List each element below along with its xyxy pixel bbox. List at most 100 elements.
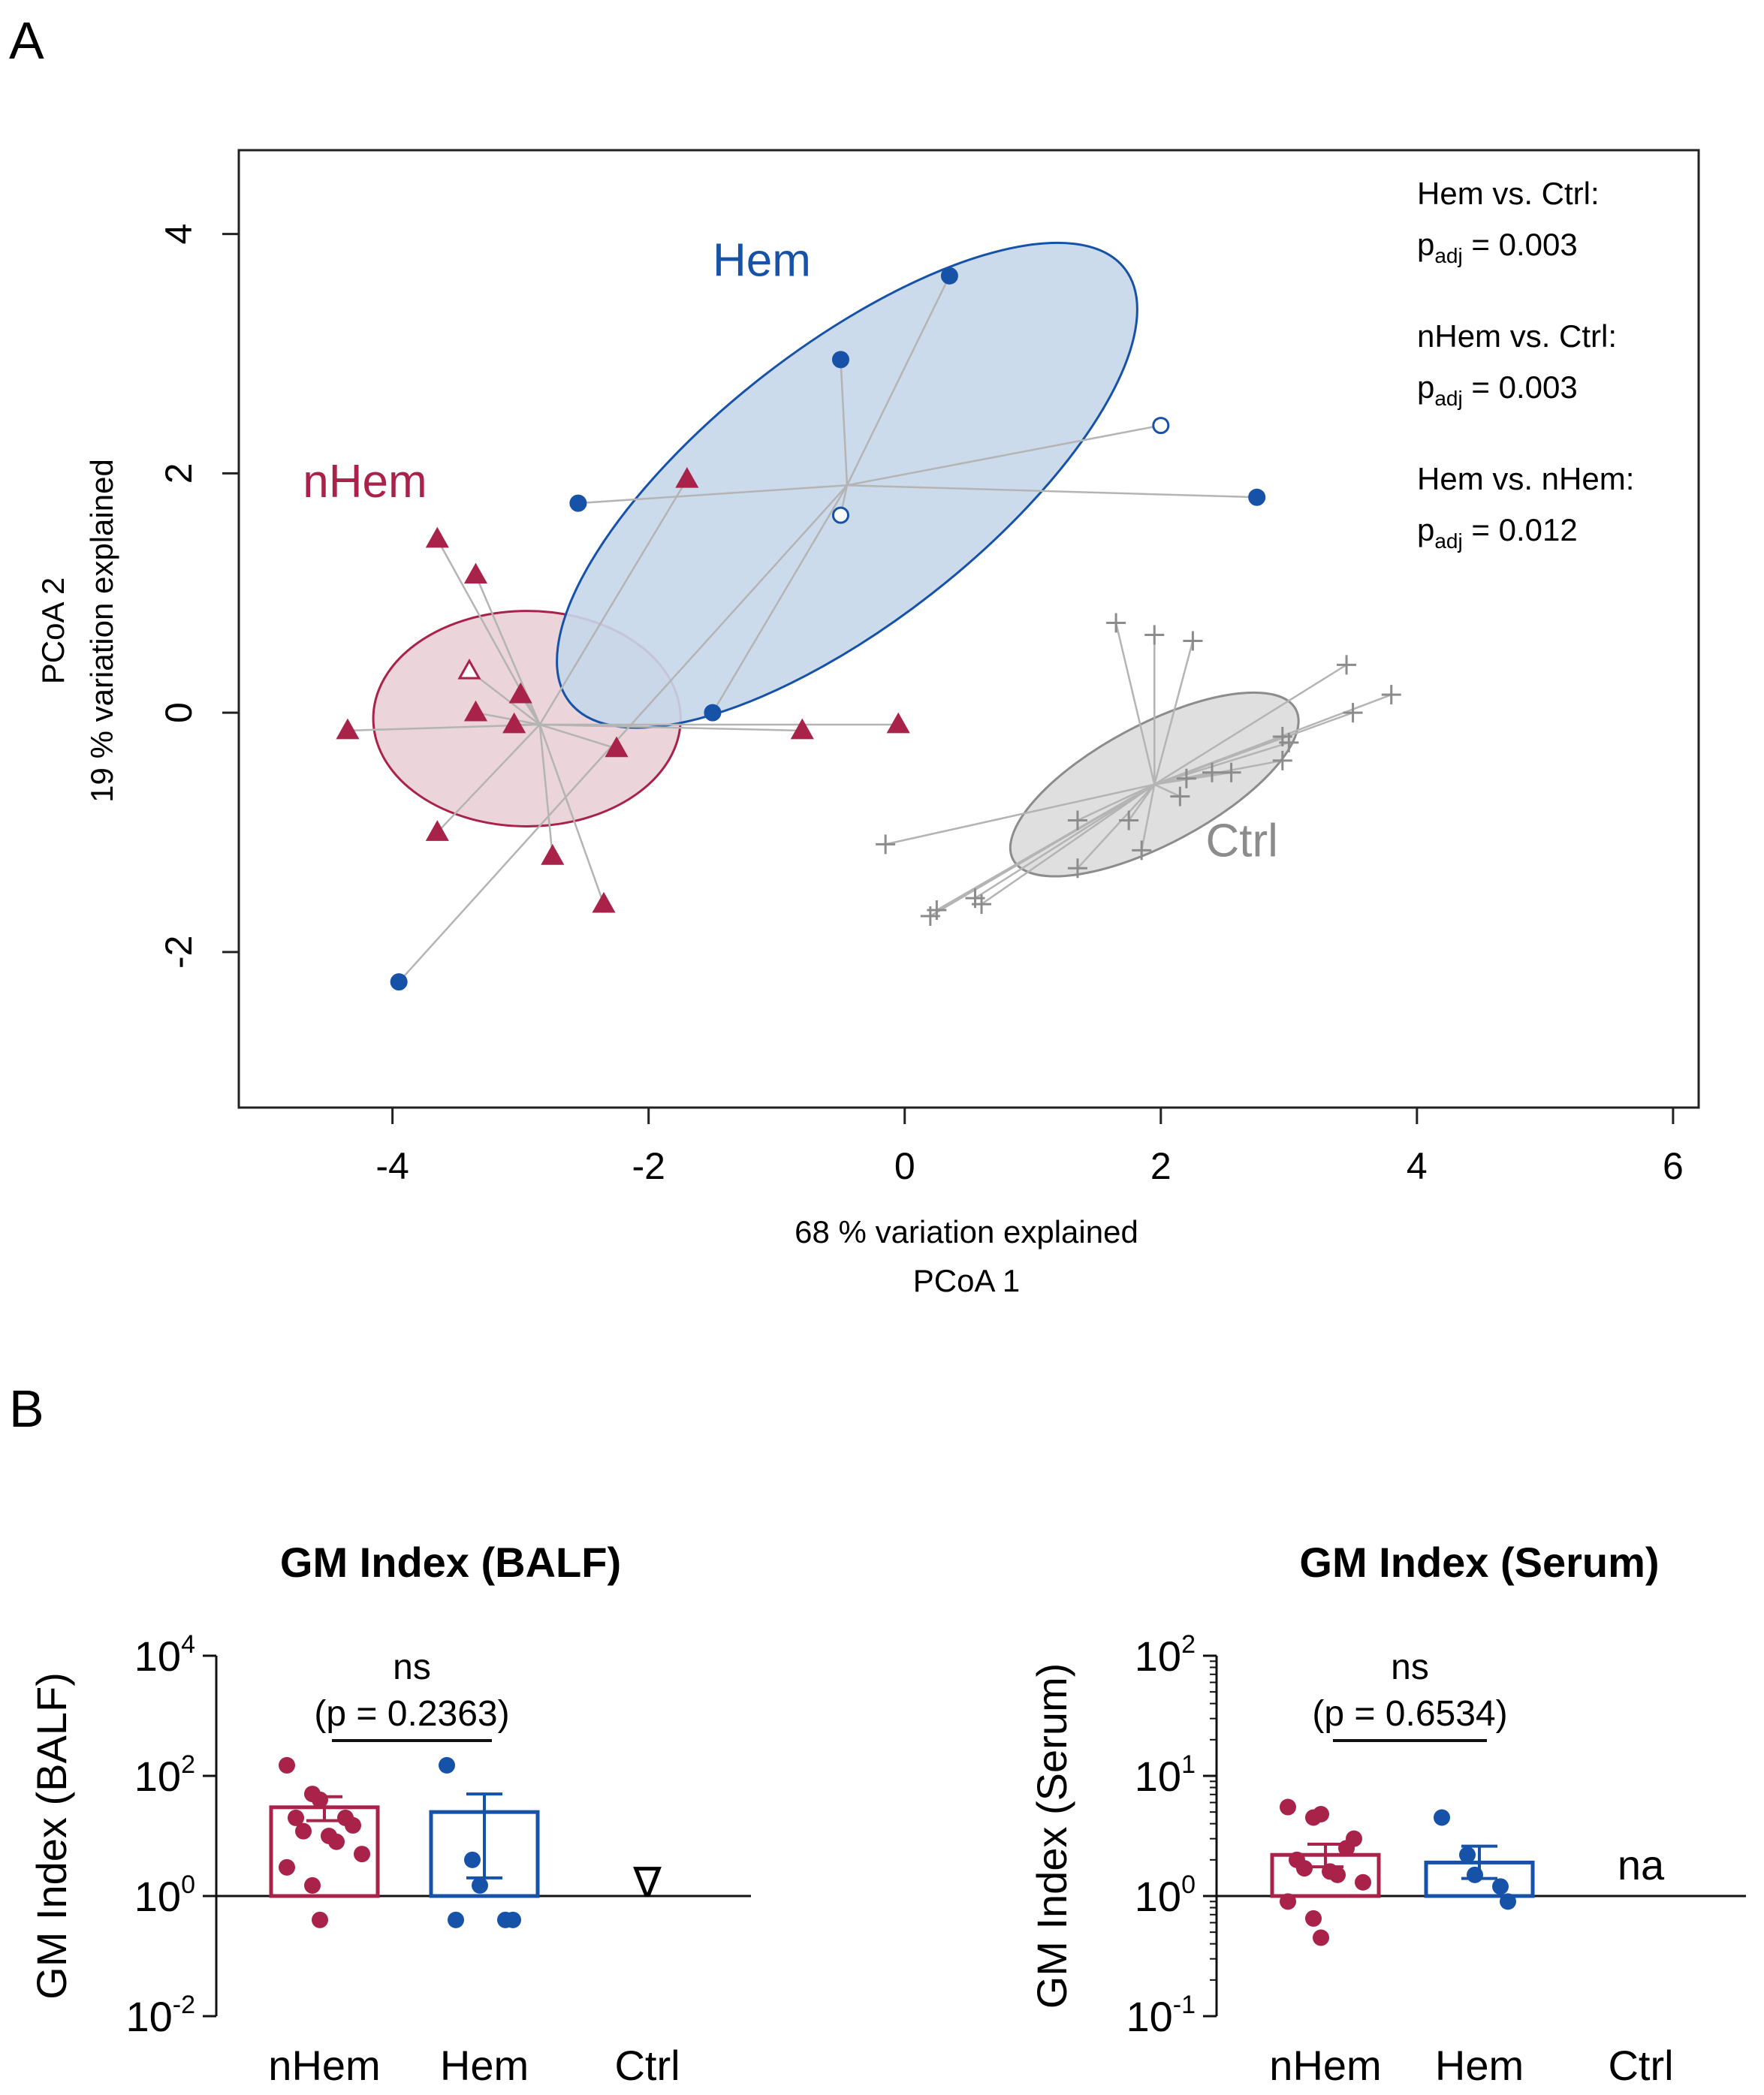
nhem-spider-line (539, 723, 803, 732)
hem-spider-line (711, 484, 849, 713)
nhem-spider-line (538, 478, 688, 725)
ctrl-point (1176, 768, 1196, 788)
nhem-data-point (288, 1809, 304, 1826)
significance-label: ns (1391, 1647, 1429, 1687)
y-tick-label: 104 (134, 1630, 195, 1680)
ctrl-point (1272, 750, 1292, 770)
panel-b-label: B (9, 1379, 44, 1438)
nhem-spider-line (538, 724, 554, 857)
nhem-data-point (328, 1833, 345, 1850)
nhem-data-point (1313, 1929, 1329, 1946)
y-tick-label: -2 (158, 936, 200, 969)
nhem-data-point (1305, 1910, 1322, 1927)
ctrl-spider-line (1153, 664, 1347, 785)
x-tick-label: Hem (440, 2042, 529, 2089)
ctrl-point (1132, 840, 1152, 861)
serum-bar-chart: GM Index (Serum) 10-1 100 101 102 GM Index (S… (1028, 1539, 1746, 2089)
hem-data-point (1500, 1893, 1516, 1910)
stat-comparison: Hem vs. Ctrl: (1417, 176, 1600, 211)
ctrl-point (1279, 732, 1299, 752)
ctrl-point (1202, 762, 1222, 782)
hem-open-point (1152, 417, 1170, 435)
plot-frame (237, 149, 1700, 1109)
hem-open-point (831, 506, 849, 524)
x-tick-label: -2 (632, 1145, 665, 1187)
nhem-group-label: nHem (303, 456, 427, 508)
nhem-data-point (1296, 1860, 1313, 1877)
y-tick-label: 10-2 (125, 1991, 195, 2040)
panel-a-label: A (9, 11, 44, 70)
nhem-spider-line (539, 723, 617, 750)
chart-title: GM Index (BALF) (280, 1539, 621, 1586)
significance-label: ns (393, 1647, 431, 1687)
hem-point (390, 973, 408, 991)
y-tick-label: 100 (1135, 1870, 1196, 1920)
nhem-point (541, 844, 565, 865)
hem-data-point (505, 1911, 521, 1928)
x-tick-label: Ctrl (614, 2042, 680, 2089)
ctrl-group-label: Ctrl (1205, 815, 1277, 867)
hem-data-point (1467, 1866, 1483, 1883)
nhem-data-point (295, 1822, 312, 1840)
x-tick-label: 4 (1407, 1145, 1428, 1187)
y-axis-title: 19 % variation explained (84, 459, 119, 803)
x-tick-label: Hem (1435, 2042, 1524, 2089)
nhem-data-point (1355, 1873, 1371, 1891)
ctrl-spider-line (1140, 784, 1156, 851)
nhem-data-point (345, 1816, 361, 1834)
hem-data-point (448, 1911, 464, 1928)
hem-spider-line (846, 275, 951, 486)
chart-title: GM Index (Serum) (1299, 1539, 1659, 1586)
ctrl-spider-line (1153, 735, 1283, 785)
significance-p-value: (p = 0.2363) (314, 1694, 509, 1734)
nhem-point (463, 562, 488, 584)
ctrl-spider-line (1077, 783, 1155, 821)
x-tick-label: -4 (375, 1145, 409, 1187)
ctrl-point (1067, 858, 1087, 879)
nhem-data-point (279, 1858, 295, 1876)
significance-p-value: (p = 0.6534) (1312, 1694, 1507, 1734)
nhem-open-point (457, 659, 481, 680)
hem-data-point (1492, 1878, 1509, 1895)
y-tick-label: 2 (158, 463, 200, 484)
hem-group-label: Hem (713, 234, 811, 286)
nhem-point (886, 712, 910, 734)
ctrl-na-label: na (1618, 1841, 1665, 1889)
nhem-data-point (1329, 1866, 1346, 1883)
stat-p-value: padj = 0.003 (1417, 369, 1578, 410)
ctrl-spider-line (930, 783, 1155, 918)
y-tick-label: 4 (158, 224, 200, 245)
nhem-point (605, 736, 629, 758)
hem-data-point (1434, 1809, 1450, 1826)
ctrl-point (1119, 810, 1139, 830)
nhem-spider-line (538, 724, 605, 905)
ctrl-point (876, 834, 896, 855)
ctrl-spider-line (981, 783, 1155, 906)
nhem-spider-line (469, 670, 541, 725)
hem-spider-line (846, 484, 1257, 499)
stat-comparison: nHem vs. Ctrl: (1417, 318, 1617, 354)
ctrl-point (1106, 613, 1126, 633)
stat-comparison: Hem vs. nHem: (1417, 461, 1634, 496)
x-tick-label: 6 (1663, 1145, 1684, 1187)
hem-data-point (439, 1756, 455, 1774)
hem-point (831, 351, 849, 369)
ctrl-point (920, 906, 940, 926)
ctrl-spider-line (1153, 641, 1194, 785)
y-tick-label: 0 (158, 702, 200, 723)
ctrl-point (965, 888, 985, 909)
ctrl-point (1221, 762, 1241, 782)
hem-point (940, 267, 958, 285)
ctrl-spider-line (1077, 783, 1156, 870)
nhem-point (425, 526, 449, 548)
y-axis-title: GM Index (BALF) (28, 1672, 75, 2000)
ctrl-spider-line (1114, 622, 1156, 785)
hem-data-point (472, 1876, 488, 1894)
nhem-data-point (312, 1911, 328, 1928)
ctrl-point (1170, 786, 1190, 806)
nhem-point (463, 700, 488, 722)
y-axis-title: GM Index (Serum) (1028, 1663, 1075, 2009)
hem-data-point (464, 1851, 481, 1868)
hem-point (569, 494, 587, 512)
